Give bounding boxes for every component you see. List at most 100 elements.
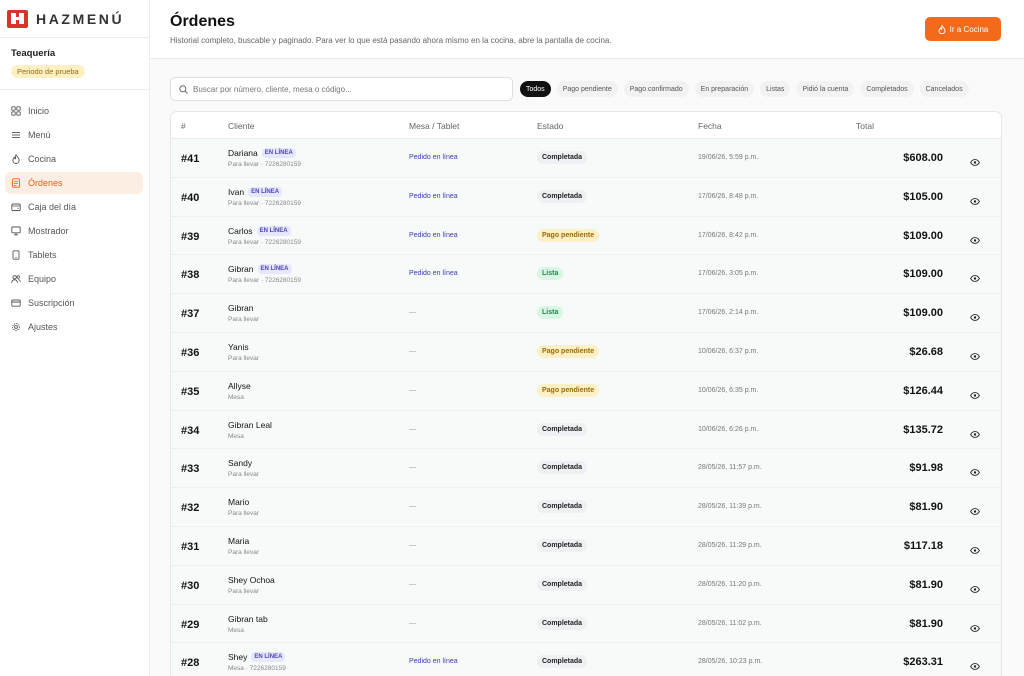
table-row[interactable]: #39 Carlos EN LÍNEA Para llevar · 722628015… [171,216,1001,256]
view-order-eye-icon[interactable] [970,269,980,287]
sidebar-item-6[interactable]: Tablets [5,244,143,266]
client-name: Gibran [228,303,254,314]
sidebar-item-4[interactable]: Caja del día [5,196,143,218]
order-date: 28/05/26, 11:20 p.m. [698,580,762,588]
search-box[interactable] [170,77,513,101]
view-order-eye-icon[interactable] [970,619,980,637]
filter-chip-7[interactable]: Cancelados [919,81,969,97]
table-row[interactable]: #37 Gibran Para llevar — Lista 17/06/26, 2:14… [171,294,1001,333]
table-row[interactable]: #35 Allyse Mesa — Pago pendiente 10/06/26, 6:… [171,371,1001,411]
sidebar-item-label: Equipo [28,274,57,284]
table-row[interactable]: #34 Gibran Leal Mesa — Completada 10/06/26, 6… [171,410,1001,450]
order-number: #40 [181,191,200,204]
order-date: 17/06/26, 8:42 p.m. [698,231,759,239]
card-icon [11,298,21,308]
col-total: Total [856,121,874,131]
view-order-eye-icon[interactable] [970,153,980,171]
order-date: 17/06/26, 8:48 p.m. [698,192,759,200]
view-order-eye-icon[interactable] [970,541,980,559]
table-row[interactable]: #32 Mario Para llevar — Completada 28/05/26, … [171,488,1001,527]
table-source: Pedido en línea [409,231,458,239]
client-detail: Para llevar [228,354,260,362]
table-row[interactable]: #33 Sandy Para llevar — Completada 28/05/26, … [171,449,1001,489]
table-row[interactable]: #28 Shey EN LÍNEA Mesa · 7226280159 Pedido e… [171,643,1001,676]
trial-badge: Periodo de prueba [11,65,85,78]
filter-chip-1[interactable]: Pago pendiente [556,81,618,97]
view-order-eye-icon[interactable] [970,463,980,481]
client-cell: Maria Para llevar [228,536,259,556]
sidebar-item-9[interactable]: Ajustes [5,316,143,338]
filter-chip-4[interactable]: Listas [760,81,791,97]
users-icon [11,274,21,284]
sidebar-item-1[interactable]: Menú [5,124,143,146]
table-row[interactable]: #29 Gibran tab Mesa — Completada 28/05/26, 11… [171,604,1001,644]
order-number: #29 [181,618,200,631]
sidebar: HAZMENÚ Teaquería Periodo de prueba Inic… [0,0,150,676]
sidebar-item-label: Mostrador [28,226,69,236]
col-cliente: Cliente [228,121,255,131]
view-order-eye-icon[interactable] [970,308,980,326]
sidebar-item-3[interactable]: Órdenes [5,172,143,194]
view-order-eye-icon[interactable] [970,231,980,249]
filter-chip-2[interactable]: Pago confirmado [623,81,689,97]
order-date: 28/05/26, 11:39 p.m. [698,503,762,511]
order-date: 17/06/26, 2:14 p.m. [698,309,759,317]
filter-chip-6[interactable]: Completados [860,81,914,97]
table-row[interactable]: #36 Yanis Para llevar — Pago pendiente 10/06/… [171,332,1001,372]
view-order-eye-icon[interactable] [970,502,980,520]
table-row[interactable]: #40 Ivan EN LÍNEA Para llevar · 7226280159 P… [171,177,1001,217]
view-order-eye-icon[interactable] [970,580,980,598]
view-order-eye-icon[interactable] [970,657,980,675]
status-badge: Completada [537,500,588,514]
search-input[interactable] [193,84,493,94]
filter-chip-5[interactable]: Pidió la cuenta [796,81,855,97]
client-detail: Para llevar · 7226280159 [228,277,301,285]
order-number: #30 [181,579,200,592]
status-badge: Pago pendiente [537,344,600,358]
table-source: Pedido en línea [409,154,458,161]
table-source: Pedido en línea [409,192,458,200]
client-detail: Para llevar [228,587,260,595]
sidebar-item-8[interactable]: Suscripción [5,292,143,314]
table-source: — [409,386,416,394]
view-order-eye-icon[interactable] [970,386,980,404]
order-number: #28 [181,657,200,670]
sidebar-item-5[interactable]: Mostrador [5,220,143,242]
status-badge: Lista [537,267,564,281]
go-to-kitchen-button[interactable]: Ir a Cocina [925,17,1001,41]
table-row[interactable]: #31 Maria Para llevar — Completada 28/05/26, … [171,526,1001,566]
toolbar: Todos Pago pendiente Pago confirmado En pre… [170,77,1004,101]
status-badge: Completada [537,151,588,164]
order-date: 10/06/26, 6:26 p.m. [698,425,759,433]
sidebar-item-label: Ajustes [28,322,58,332]
flame-icon [938,24,946,34]
client-detail: Mesa [228,626,244,634]
client-cell: Carlos EN LÍNEA Para llevar · 7226280159 [228,225,301,246]
table-source: — [409,347,416,355]
table-row[interactable]: #41 Dariana EN LÍNEA Para llevar · 72262801… [171,139,1001,178]
sidebar-item-2[interactable]: Cocina [5,148,143,170]
view-order-eye-icon[interactable] [970,192,980,210]
order-total: $105.00 [903,190,943,203]
table-row[interactable]: #30 Shey Ochoa Para llevar — Completada 28/05… [171,565,1001,605]
table-body: #41 Dariana EN LÍNEA Para llevar · 72262801… [171,139,1001,676]
client-detail: Mesa [228,393,244,401]
client-name: Maria [228,535,250,546]
filter-chip-3[interactable]: En preparación [694,81,755,97]
view-order-eye-icon[interactable] [970,347,980,365]
gear-icon [11,322,21,332]
sidebar-item-0[interactable]: Inicio [5,100,143,122]
brand[interactable]: HAZMENÚ [0,0,149,38]
main-content: Órdenes Historial completo, buscable y p… [150,0,1024,676]
table-row[interactable]: #38 Gibran EN LÍNEA Para llevar · 722628015… [171,255,1001,295]
col-fecha: Fecha [698,121,722,131]
sidebar-item-7[interactable]: Equipo [5,268,143,290]
table-header: # Cliente Mesa / Tablet Estado Fecha Tot… [171,112,1001,139]
filter-chip-0[interactable]: Todos [520,81,551,97]
view-order-eye-icon[interactable] [970,425,980,443]
order-date: 10/06/26, 6:37 p.m. [698,347,759,355]
order-total: $109.00 [903,307,943,320]
sidebar-item-label: Menú [28,130,51,140]
table-source: — [409,541,416,549]
client-name: Carlos [228,225,253,236]
